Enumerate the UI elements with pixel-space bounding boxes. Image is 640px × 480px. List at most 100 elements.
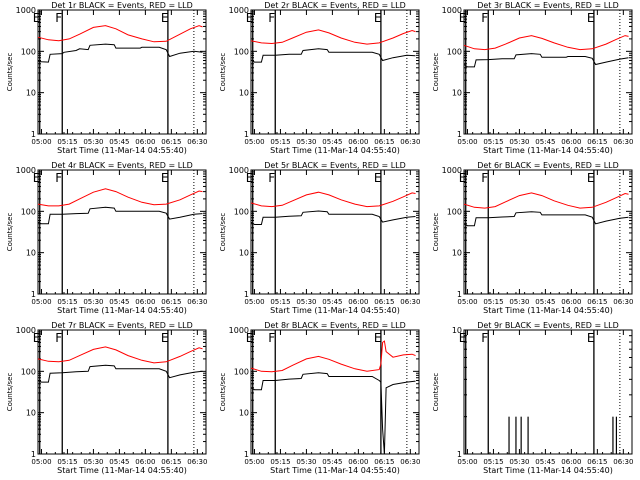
- y-tick-label: 1000: [16, 166, 36, 175]
- time-marker-label: E: [161, 11, 169, 25]
- y-tick-label: 100: [234, 47, 249, 56]
- x-tick-label: 05:45: [322, 298, 342, 306]
- panel-2: Det 2r BLACK = Events, RED = LLD 1 10 100 10…: [219, 1, 420, 155]
- time-marker-label: E: [459, 171, 467, 185]
- y-tick-label: 100: [21, 47, 36, 56]
- x-tick-label: 06:00: [135, 138, 155, 146]
- y-tick-label: 10: [26, 409, 36, 418]
- events-series-line: [250, 48, 416, 63]
- y-tick-label: 1000: [442, 6, 462, 15]
- x-axis-label: Start Time (11-Mar-14 04:55:40): [57, 466, 187, 475]
- y-tick-label: 100: [234, 207, 249, 216]
- x-axis-label: Start Time (11-Mar-14 04:55:40): [57, 306, 187, 315]
- y-tick-label: 100: [21, 367, 36, 376]
- y-tick-label: 1: [31, 130, 36, 139]
- x-tick-label: 05:30: [83, 458, 103, 466]
- plot-frame: [463, 169, 633, 295]
- panel-title: Det 1r BLACK = Events, RED = LLD: [51, 1, 193, 10]
- lld-series-line: [463, 35, 629, 51]
- y-axis-label: Counts/sec: [219, 213, 227, 252]
- x-tick-label: 05:00: [457, 298, 477, 306]
- plot-frame: [37, 9, 207, 135]
- x-tick-label: 05:45: [322, 138, 342, 146]
- x-tick-label: 06:30: [400, 458, 420, 466]
- x-tick-label: 06:30: [187, 138, 207, 146]
- x-tick-label: 05:45: [109, 138, 129, 146]
- x-tick-label: 05:30: [83, 298, 103, 306]
- y-axis-label: Counts/sec: [432, 213, 440, 252]
- x-tick-label: 05:00: [31, 458, 51, 466]
- x-tick-label: 06:15: [587, 298, 607, 306]
- x-tick-label: 05:00: [244, 458, 264, 466]
- time-marker-label: F: [481, 171, 488, 185]
- y-tick-label: 1000: [229, 6, 249, 15]
- lld-series-line: [250, 191, 416, 208]
- x-axis-label: Start Time (11-Mar-14 04:55:40): [270, 306, 400, 315]
- x-tick-label: 06:00: [561, 298, 581, 306]
- time-marker-label: F: [268, 11, 275, 25]
- y-tick-label: 1000: [442, 166, 462, 175]
- panel-6: Det 6r BLACK = Events, RED = LLD 1 10 100 10…: [432, 161, 633, 315]
- panel-7: Det 7r BLACK = Events, RED = LLD 1 10 100 10…: [6, 321, 207, 475]
- panel-title: Det 2r BLACK = Events, RED = LLD: [264, 1, 406, 10]
- x-tick-label: 05:45: [109, 298, 129, 306]
- x-tick-label: 05:15: [57, 138, 77, 146]
- x-tick-label: 06:00: [561, 138, 581, 146]
- x-tick-label: 06:15: [161, 298, 181, 306]
- x-tick-label: 05:00: [244, 298, 264, 306]
- time-marker-label: F: [55, 171, 62, 185]
- time-marker-label: E: [33, 171, 41, 185]
- x-tick-label: 05:30: [296, 458, 316, 466]
- x-tick-label: 05:45: [535, 458, 555, 466]
- y-tick-label: 1: [31, 450, 36, 459]
- x-axis-label: Start Time (11-Mar-14 04:55:40): [270, 466, 400, 475]
- panel-5: Det 5r BLACK = Events, RED = LLD 1 10 100 10…: [219, 161, 420, 315]
- time-marker-label: E: [587, 11, 595, 25]
- time-marker-label: E: [587, 331, 595, 345]
- x-tick-label: 05:00: [244, 138, 264, 146]
- x-tick-label: 06:00: [348, 458, 368, 466]
- time-marker-label: E: [246, 171, 254, 185]
- x-tick-label: 06:15: [161, 138, 181, 146]
- x-tick-label: 06:30: [187, 458, 207, 466]
- time-marker-label: F: [268, 171, 275, 185]
- y-tick-label: 100: [234, 367, 249, 376]
- events-series-line: [37, 206, 203, 225]
- time-marker-label: F: [481, 331, 488, 345]
- x-tick-label: 06:15: [374, 298, 394, 306]
- x-tick-label: 06:15: [587, 458, 607, 466]
- panel-4: Det 4r BLACK = Events, RED = LLD 1 10 100 10…: [6, 161, 207, 315]
- time-marker-label: F: [55, 11, 62, 25]
- y-tick-label: 10: [239, 89, 249, 98]
- x-tick-label: 05:15: [483, 458, 503, 466]
- y-tick-label: 1: [457, 290, 462, 299]
- panel-title: Det 4r BLACK = Events, RED = LLD: [51, 161, 193, 170]
- y-axis-label: Counts/sec: [6, 53, 14, 92]
- x-tick-label: 06:00: [135, 458, 155, 466]
- y-tick-label: 10: [26, 249, 36, 258]
- plot-frame: [250, 169, 420, 295]
- panel-title: Det 9r BLACK = Events, RED = LLD: [477, 321, 619, 330]
- time-marker-label: E: [587, 171, 595, 185]
- x-tick-label: 06:00: [348, 138, 368, 146]
- time-marker-label: E: [33, 331, 41, 345]
- plot-frame: [37, 329, 207, 455]
- lld-series-line: [37, 25, 203, 43]
- x-tick-label: 06:30: [613, 138, 633, 146]
- lld-series-line: [250, 29, 416, 45]
- events-series-line: [250, 372, 416, 455]
- x-tick-label: 05:15: [270, 458, 290, 466]
- plot-frame: [250, 9, 420, 135]
- y-tick-label: 10: [452, 89, 462, 98]
- x-tick-label: 06:30: [400, 138, 420, 146]
- x-axis-label: Start Time (11-Mar-14 04:55:40): [483, 466, 613, 475]
- x-tick-label: 06:00: [348, 298, 368, 306]
- events-series-line: [463, 53, 629, 68]
- x-tick-label: 05:15: [270, 298, 290, 306]
- time-marker-label: E: [161, 331, 169, 345]
- y-tick-label: 10: [452, 326, 462, 335]
- y-axis-label: Counts/sec: [6, 373, 14, 412]
- panel-title: Det 5r BLACK = Events, RED = LLD: [264, 161, 406, 170]
- events-series-line: [37, 364, 203, 383]
- x-tick-label: 06:15: [374, 138, 394, 146]
